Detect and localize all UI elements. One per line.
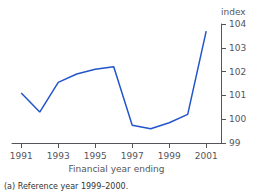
svg-text:104: 104 — [229, 19, 246, 29]
svg-text:1997: 1997 — [121, 151, 144, 161]
svg-text:2001: 2001 — [195, 151, 218, 161]
svg-text:index: index — [221, 7, 246, 17]
svg-text:1993: 1993 — [47, 151, 70, 161]
svg-text:1991: 1991 — [10, 151, 33, 161]
svg-text:99: 99 — [229, 138, 241, 148]
svg-text:Financial year ending: Financial year ending — [68, 164, 164, 174]
svg-text:103: 103 — [229, 43, 246, 53]
svg-text:(a) Reference year 1999–2000.: (a) Reference year 1999–2000. — [4, 182, 128, 191]
svg-text:102: 102 — [229, 67, 246, 77]
svg-text:101: 101 — [229, 90, 246, 100]
svg-text:1995: 1995 — [84, 151, 107, 161]
svg-text:1999: 1999 — [158, 151, 181, 161]
svg-text:100: 100 — [229, 114, 246, 124]
